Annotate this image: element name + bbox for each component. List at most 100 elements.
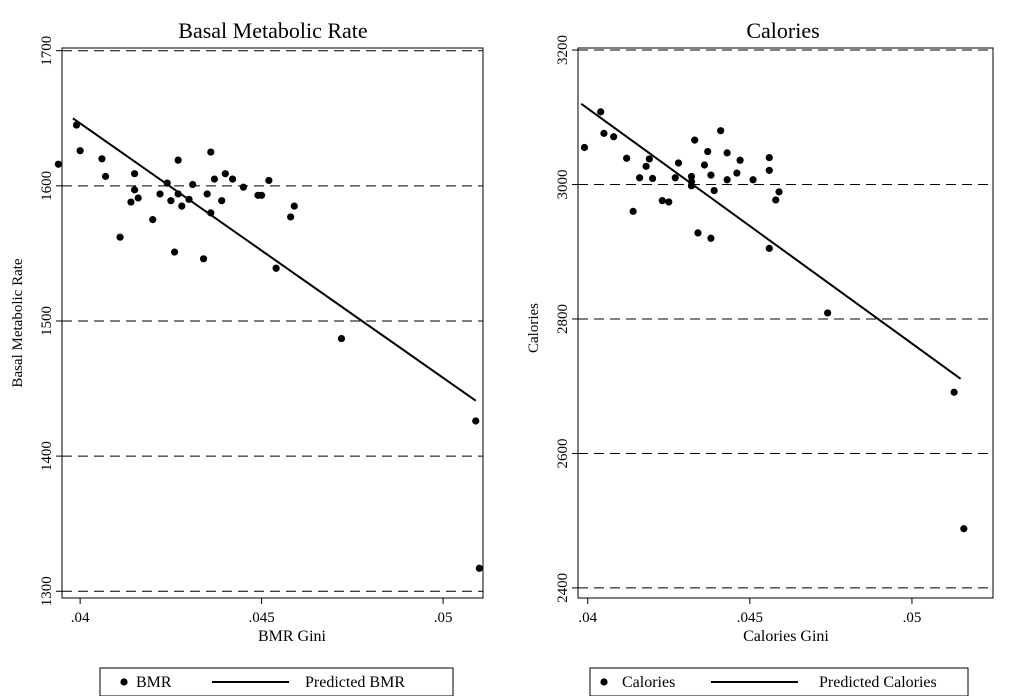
regression-line	[72, 117, 477, 402]
plot-frame	[577, 47, 994, 599]
legend-label-predicted-calories: Predicted Calories	[819, 674, 937, 691]
data-point	[130, 170, 139, 178]
data-point	[687, 172, 696, 181]
x-tick-label: .04	[578, 610, 597, 626]
data-point	[765, 166, 773, 174]
data-point	[694, 229, 702, 237]
data-point	[765, 244, 773, 252]
data-point	[642, 162, 650, 170]
data-point	[772, 196, 780, 204]
data-point	[648, 174, 657, 183]
data-point	[258, 191, 266, 199]
legend-label-predicted-bmr: Predicted BMR	[305, 674, 405, 691]
legend-box	[589, 667, 969, 696]
data-point	[98, 155, 106, 163]
data-point	[54, 160, 62, 168]
data-point	[610, 133, 618, 141]
data-point	[203, 190, 211, 198]
data-point	[723, 149, 731, 157]
chart-title: Basal Metabolic Rate	[178, 18, 367, 43]
data-point	[272, 264, 280, 272]
data-point	[167, 197, 175, 205]
data-point	[287, 213, 295, 221]
data-point	[149, 216, 157, 224]
data-point	[765, 153, 773, 162]
data-point	[707, 234, 715, 242]
data-point	[629, 207, 637, 215]
x-axis-label: BMR Gini	[258, 628, 327, 645]
data-point	[475, 564, 483, 572]
regression-line	[580, 102, 962, 380]
data-point	[636, 174, 644, 182]
y-tick-label: 1600	[39, 171, 55, 201]
y-tick-label: 3000	[555, 169, 571, 199]
data-point	[189, 180, 197, 189]
legend: Calories Predicted Calories	[589, 667, 969, 696]
data-point	[824, 309, 832, 317]
data-point	[950, 388, 958, 396]
data-point	[749, 176, 757, 184]
y-axis-label: Calories	[526, 303, 542, 353]
data-point	[691, 136, 699, 144]
data-point	[127, 198, 135, 206]
data-point	[671, 174, 679, 182]
data-point	[116, 233, 124, 241]
legend-marker-bmr	[120, 678, 128, 686]
data-point	[717, 127, 725, 135]
data-point	[775, 188, 783, 196]
data-point	[597, 108, 605, 116]
legend: BMR Predicted BMR	[99, 667, 454, 696]
data-point	[101, 172, 110, 180]
y-tick-label: 1700	[39, 36, 55, 66]
data-point	[645, 155, 653, 163]
legend-label-calories: Calories	[622, 674, 675, 691]
x-tick-label: .045	[737, 610, 763, 626]
data-point	[178, 202, 186, 210]
data-point	[218, 197, 226, 205]
chart-title: Calories	[746, 18, 819, 43]
data-point	[76, 147, 84, 155]
data-point	[156, 190, 164, 198]
x-tick-label: .05	[434, 610, 453, 626]
panel-bmr: Basal Metabolic Rate BMR Gini Basal Meta…	[10, 18, 484, 696]
x-tick-label: .04	[71, 610, 90, 626]
plot-frame	[61, 47, 484, 599]
plot-area: 2400 2600 2800 3000 3200 .04 .045 .05	[555, 35, 994, 626]
y-tick-label: 3200	[555, 35, 571, 65]
y-tick-label: 2600	[555, 438, 571, 468]
plot-area: 1300 1400 1500 1600 1700 .04 .045 .05	[39, 36, 484, 626]
data-point	[623, 154, 631, 162]
data-point	[665, 198, 673, 206]
legend-label-bmr: BMR	[136, 674, 172, 691]
y-tick-label: 2400	[555, 573, 571, 603]
data-point	[134, 194, 142, 202]
data-point	[674, 159, 683, 167]
y-tick-label: 2800	[555, 304, 571, 334]
legend-marker-calories	[600, 678, 608, 686]
data-point	[228, 175, 237, 183]
data-point	[199, 255, 208, 263]
data-point	[600, 129, 608, 137]
data-point	[736, 156, 744, 164]
data-point	[130, 186, 139, 194]
data-point	[290, 202, 298, 210]
y-axis-label: Basal Metabolic Rate	[10, 258, 26, 387]
data-point	[710, 186, 718, 195]
legend-box	[99, 667, 454, 696]
y-tick-label: 1300	[39, 576, 55, 606]
data-point	[210, 175, 219, 183]
data-point	[170, 248, 179, 256]
data-point	[960, 525, 968, 533]
data-point	[700, 161, 709, 169]
data-point	[265, 176, 273, 185]
data-point	[723, 176, 731, 184]
x-tick-label: .05	[903, 610, 922, 626]
data-point	[472, 417, 480, 425]
data-point	[221, 170, 229, 178]
y-tick-label: 1500	[39, 306, 55, 336]
data-point	[658, 197, 666, 205]
data-point	[174, 156, 182, 164]
panel-calories: Calories Calories Gini Calories 2400 2600…	[526, 18, 994, 696]
data-point	[207, 148, 215, 156]
